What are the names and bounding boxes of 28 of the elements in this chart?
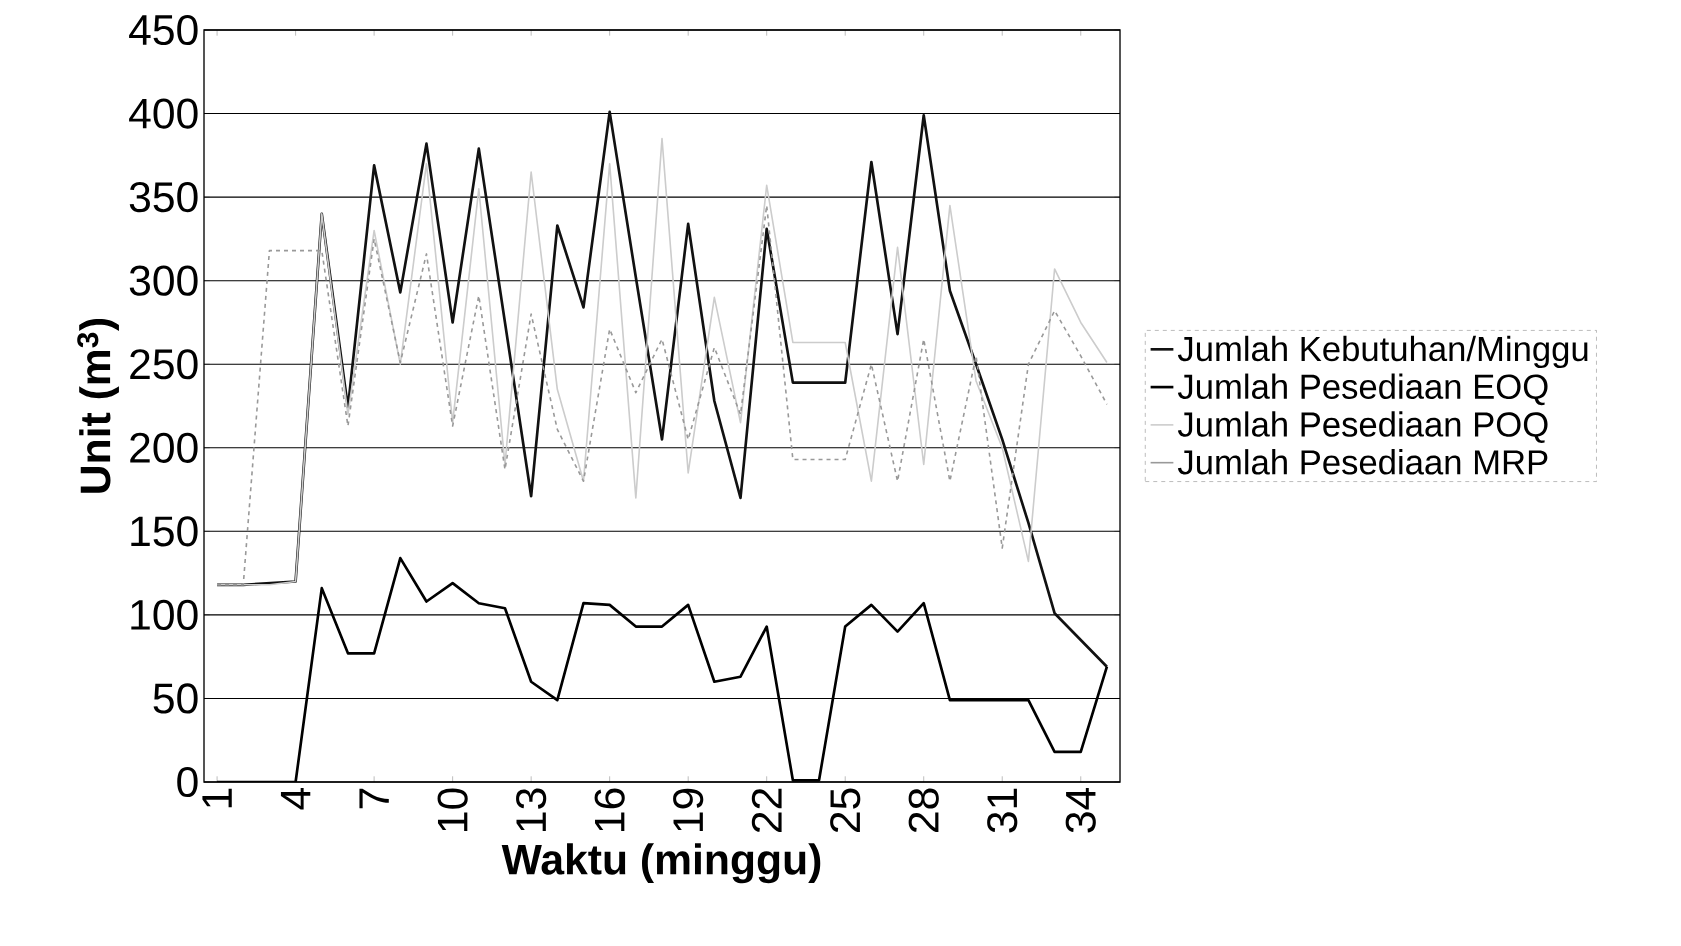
x-tick-label: 25 [830,788,861,833]
x-axis-title: Waktu (minggu) [501,843,821,884]
x-tick-label: 19 [673,788,704,831]
x-tick-label: 16 [594,788,625,831]
legend-label: Jumlah Kebutuhan/Minggu [1177,335,1588,369]
x-tick-label: 10 [437,788,468,831]
y-tick-label: 50 [153,683,198,714]
y-tick-label: 200 [130,432,198,463]
y-tick-label: 0 [177,766,198,798]
x-tick-label: 22 [751,788,782,833]
x-tick-label: 13 [516,788,547,831]
y-tick-label: 400 [129,98,198,129]
x-tick-label: 34 [1065,787,1096,833]
y-tick-label: 100 [131,599,198,630]
legend-label: Jumlah Pesediaan POQ [1177,411,1548,443]
x-tick-label: 28 [908,788,939,833]
y-tick-label: 150 [131,516,198,547]
y-axis-title: Unit (m$^{3}$) [77,318,119,493]
x-tick-label: 7 [359,788,389,809]
legend-label: Jumlah Pesediaan MRP [1177,449,1548,475]
x-tick-label: 4 [280,787,311,810]
x-tick-label: 31 [987,788,1018,833]
y-tick-label: 350 [129,182,198,213]
y-tick-label: 300 [129,265,198,296]
legend-label: Jumlah Pesediaan EOQ [1177,373,1548,406]
x-tick-label: 1 [202,788,232,808]
y-tick-label: 250 [130,349,198,380]
y-tick-label: 450 [129,14,198,46]
